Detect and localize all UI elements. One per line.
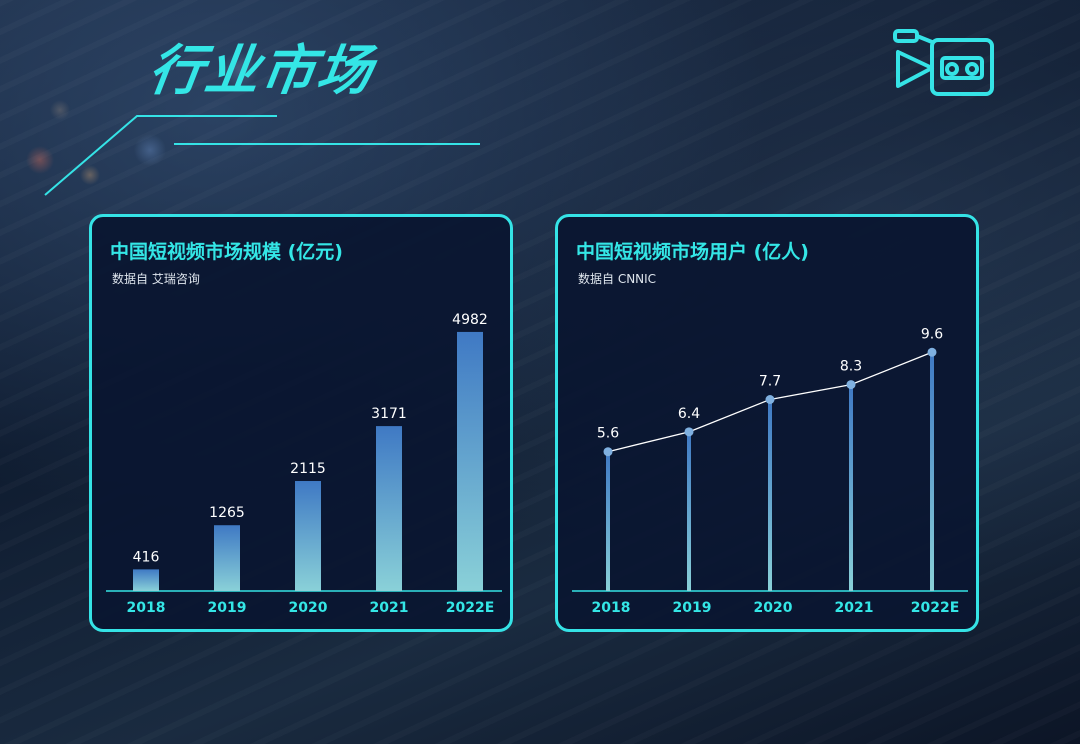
- x-tick-label: 2018: [592, 600, 631, 616]
- stem-2021: [849, 384, 853, 591]
- x-tick-label: 2022E: [911, 600, 960, 616]
- data-label: 6.4: [678, 406, 700, 422]
- x-tick-label: 2019: [673, 600, 712, 616]
- stem-2018: [606, 451, 610, 591]
- bar-chart: 416 2018 1265 2019 2115 2020 3171 2021 4982 2022E: [106, 312, 502, 616]
- chart-title: 中国短视频市场用户 (亿人): [576, 241, 809, 263]
- data-point-2019: [684, 427, 694, 437]
- data-label: 7.7: [759, 374, 781, 390]
- data-label: 3171: [371, 406, 407, 422]
- line-chart: 5.6 2018 6.4 2019 7.7 2020 8.3 2021 9.6 2022E: [572, 326, 968, 616]
- bar-2022E: [457, 331, 483, 591]
- data-label: 8.3: [840, 359, 862, 375]
- bar-2021: [376, 426, 402, 591]
- data-point-2022E: [927, 347, 937, 357]
- x-tick-label: 2022E: [446, 600, 495, 616]
- x-tick-label: 2019: [208, 600, 247, 616]
- video-camera-icon: [893, 29, 994, 96]
- bar-2018: [133, 569, 159, 591]
- data-point-2018: [603, 447, 613, 457]
- x-tick-label: 2020: [289, 600, 328, 616]
- data-label: 2115: [290, 461, 326, 477]
- chart-source: 数据自 艾瑞咨询: [112, 272, 200, 286]
- data-label: 416: [133, 549, 160, 565]
- market-size-chart-panel: 中国短视频市场规模 (亿元) 数据自 艾瑞咨询 416 2018 1265 2019 2…: [89, 214, 513, 632]
- bar-2019: [214, 525, 240, 591]
- x-tick-label: 2020: [754, 600, 793, 616]
- bar-2020: [295, 481, 321, 591]
- x-tick-label: 2018: [127, 600, 166, 616]
- data-label: 1265: [209, 505, 245, 521]
- stem-2019: [687, 431, 691, 591]
- chart-title: 中国短视频市场规模 (亿元): [110, 241, 343, 263]
- page-title: 行业市场: [144, 39, 378, 102]
- chart-source: 数据自 CNNIC: [578, 272, 657, 286]
- data-label: 5.6: [597, 426, 619, 442]
- stem-2020: [768, 399, 772, 591]
- data-point-2021: [846, 380, 856, 390]
- stem-2022E: [930, 352, 934, 591]
- market-users-chart-panel: 中国短视频市场用户 (亿人) 数据自 CNNIC 5.6 2018 6.4 2019 7…: [555, 214, 979, 632]
- x-tick-label: 2021: [835, 600, 874, 616]
- x-tick-label: 2021: [370, 600, 409, 616]
- data-label: 9.6: [921, 326, 943, 342]
- data-label: 4982: [452, 312, 488, 328]
- data-point-2020: [765, 395, 775, 405]
